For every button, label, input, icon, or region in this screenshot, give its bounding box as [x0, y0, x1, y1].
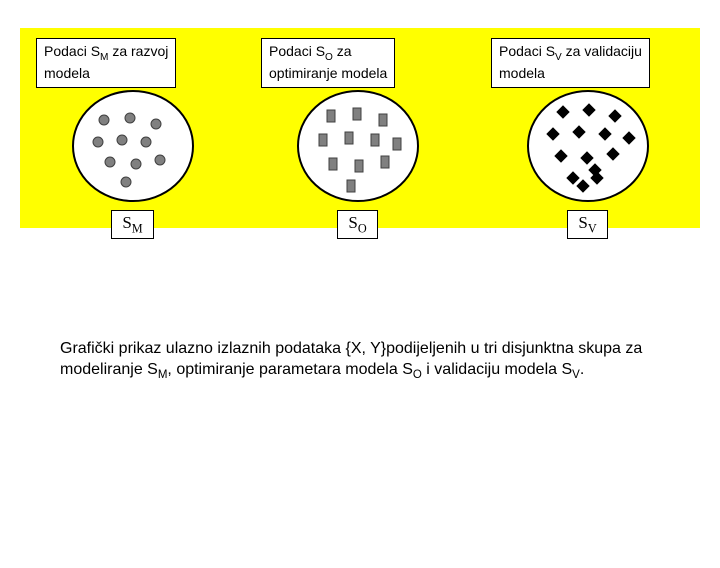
data-point: [105, 157, 115, 167]
set-circle: [293, 86, 423, 206]
data-point: [355, 160, 363, 172]
data-point: [125, 113, 135, 123]
data-point: [371, 134, 379, 146]
data-point: [347, 180, 355, 192]
data-point: [329, 158, 337, 170]
data-point: [393, 138, 401, 150]
data-point: [381, 156, 389, 168]
set-circle: [523, 86, 653, 206]
data-point: [345, 132, 353, 144]
data-point: [319, 134, 327, 146]
data-point: [151, 119, 161, 129]
group-label: Podaci SO zaoptimiranje modela: [261, 38, 395, 88]
set-symbol-label: SV: [475, 210, 700, 239]
data-point: [121, 177, 131, 187]
set-symbol-label: SO: [245, 210, 470, 239]
data-set-group: Podaci SM za razvojmodelaSM: [20, 28, 245, 228]
data-point: [99, 115, 109, 125]
set-symbol-label: SM: [20, 210, 245, 239]
data-point: [327, 110, 335, 122]
diagram-panel: Podaci SM za razvojmodelaSMPodaci SO zao…: [20, 28, 700, 228]
data-point: [155, 155, 165, 165]
figure-caption: Grafički prikaz ulazno izlaznih podataka…: [60, 338, 646, 383]
group-label: Podaci SM za razvojmodela: [36, 38, 176, 88]
data-point: [141, 137, 151, 147]
data-point: [353, 108, 361, 120]
data-point: [117, 135, 127, 145]
data-point: [131, 159, 141, 169]
data-set-group: Podaci SO zaoptimiranje modelaSO: [245, 28, 470, 228]
data-set-group: Podaci SV za validacijumodelaSV: [475, 28, 700, 228]
set-circle: [68, 86, 198, 206]
data-point: [379, 114, 387, 126]
group-label: Podaci SV za validacijumodela: [491, 38, 650, 88]
data-point: [93, 137, 103, 147]
